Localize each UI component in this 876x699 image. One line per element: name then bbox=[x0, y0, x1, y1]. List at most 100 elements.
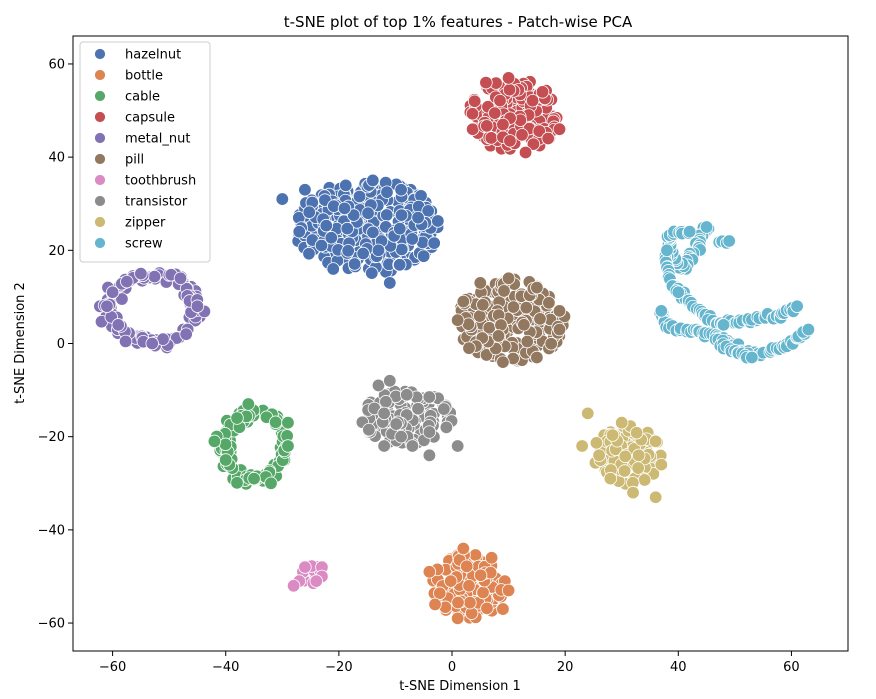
series-metal_nut bbox=[93, 266, 212, 355]
point-transistor bbox=[450, 439, 465, 453]
x-tick-label: 40 bbox=[670, 660, 687, 675]
point-bottle bbox=[473, 568, 488, 582]
legend-label-pill: pill bbox=[125, 153, 144, 168]
point-hazelnut bbox=[365, 266, 379, 280]
point-transistor bbox=[371, 378, 386, 393]
legend-box bbox=[79, 41, 211, 263]
point-screw bbox=[654, 304, 669, 318]
point-pill bbox=[530, 350, 544, 365]
point-screw bbox=[745, 350, 759, 365]
point-zipper bbox=[617, 464, 632, 478]
point-hazelnut bbox=[394, 183, 408, 197]
point-pill bbox=[544, 337, 558, 351]
point-capsule bbox=[526, 137, 541, 151]
point-zipper bbox=[648, 490, 663, 504]
point-bottle bbox=[433, 586, 447, 600]
point-bottle bbox=[451, 595, 465, 610]
point-bottle bbox=[444, 574, 458, 588]
point-capsule bbox=[479, 75, 493, 90]
point-pill bbox=[506, 300, 521, 314]
point-pill bbox=[542, 296, 556, 310]
point-bottle bbox=[484, 551, 499, 565]
point-bottle bbox=[462, 579, 476, 593]
point-pill bbox=[473, 309, 487, 323]
point-bottle bbox=[428, 597, 442, 612]
point-hazelnut bbox=[383, 276, 397, 290]
point-capsule bbox=[552, 122, 567, 136]
point-screw bbox=[682, 224, 697, 239]
point-transistor bbox=[422, 390, 437, 404]
point-cable bbox=[281, 439, 295, 453]
point-transistor bbox=[411, 402, 425, 416]
point-cable bbox=[230, 476, 244, 490]
point-capsule bbox=[488, 106, 502, 120]
series-pill bbox=[450, 271, 572, 369]
point-pill bbox=[456, 294, 471, 309]
point-pill bbox=[517, 318, 531, 332]
point-metal_nut bbox=[173, 271, 188, 285]
y-tick-label: 0 bbox=[57, 337, 65, 352]
point-hazelnut bbox=[371, 243, 386, 258]
y-axis-title: t-SNE Dimension 2 bbox=[13, 282, 28, 404]
point-cable bbox=[241, 397, 256, 411]
point-zipper bbox=[589, 436, 604, 450]
point-pill bbox=[530, 280, 544, 295]
series-hazelnut bbox=[275, 173, 445, 290]
point-cable bbox=[230, 411, 244, 425]
legend-marker-cable bbox=[94, 90, 106, 102]
point-metal_nut bbox=[118, 334, 133, 349]
chart-title: t-SNE plot of top 1% features - Patch-wi… bbox=[284, 13, 633, 31]
point-hazelnut bbox=[302, 205, 316, 219]
point-pill bbox=[450, 313, 465, 327]
point-cable bbox=[219, 453, 233, 467]
y-tick-label: −40 bbox=[38, 523, 65, 538]
point-capsule bbox=[515, 128, 529, 142]
series-toothbrush bbox=[286, 559, 329, 593]
point-hazelnut bbox=[347, 257, 362, 271]
point-hazelnut bbox=[298, 183, 312, 197]
point-hazelnut bbox=[361, 206, 375, 220]
point-hazelnut bbox=[324, 231, 338, 245]
legend-label-metal_nut: metal_nut bbox=[125, 132, 190, 147]
point-bottle bbox=[450, 611, 465, 626]
point-metal_nut bbox=[147, 269, 162, 284]
legend-marker-metal_nut bbox=[94, 132, 106, 144]
point-zipper bbox=[605, 428, 620, 442]
legend-marker-zipper bbox=[94, 216, 106, 228]
point-pill bbox=[496, 355, 510, 369]
point-hazelnut bbox=[337, 201, 352, 216]
point-metal_nut bbox=[179, 327, 193, 341]
point-screw bbox=[801, 322, 816, 337]
point-pill bbox=[494, 318, 508, 332]
point-hazelnut bbox=[427, 236, 441, 250]
point-capsule bbox=[467, 94, 482, 108]
point-metal_nut bbox=[111, 318, 125, 332]
point-zipper bbox=[626, 485, 640, 500]
series-transistor bbox=[355, 374, 465, 463]
point-hazelnut bbox=[356, 246, 370, 261]
legend-label-zipper: zipper bbox=[125, 216, 166, 231]
point-transistor bbox=[389, 417, 403, 431]
point-hazelnut bbox=[380, 185, 394, 199]
point-zipper bbox=[654, 457, 669, 472]
point-pill bbox=[552, 322, 567, 337]
point-transistor bbox=[383, 374, 397, 388]
point-capsule bbox=[535, 85, 550, 99]
point-zipper bbox=[603, 471, 618, 486]
point-metal_nut bbox=[105, 285, 120, 299]
point-cable bbox=[207, 434, 222, 449]
point-pill bbox=[479, 348, 494, 362]
point-zipper bbox=[629, 426, 644, 440]
point-hazelnut bbox=[366, 225, 380, 240]
point-pill bbox=[462, 341, 476, 355]
legend-marker-capsule bbox=[94, 111, 106, 123]
point-metal_nut bbox=[100, 299, 114, 313]
point-transistor bbox=[422, 448, 437, 463]
point-hazelnut bbox=[431, 214, 445, 228]
point-capsule bbox=[541, 131, 555, 146]
x-tick-label: −60 bbox=[99, 660, 126, 675]
point-transistor bbox=[379, 395, 393, 409]
point-capsule bbox=[484, 131, 499, 145]
legend-marker-toothbrush bbox=[94, 174, 106, 186]
point-capsule bbox=[502, 83, 517, 97]
